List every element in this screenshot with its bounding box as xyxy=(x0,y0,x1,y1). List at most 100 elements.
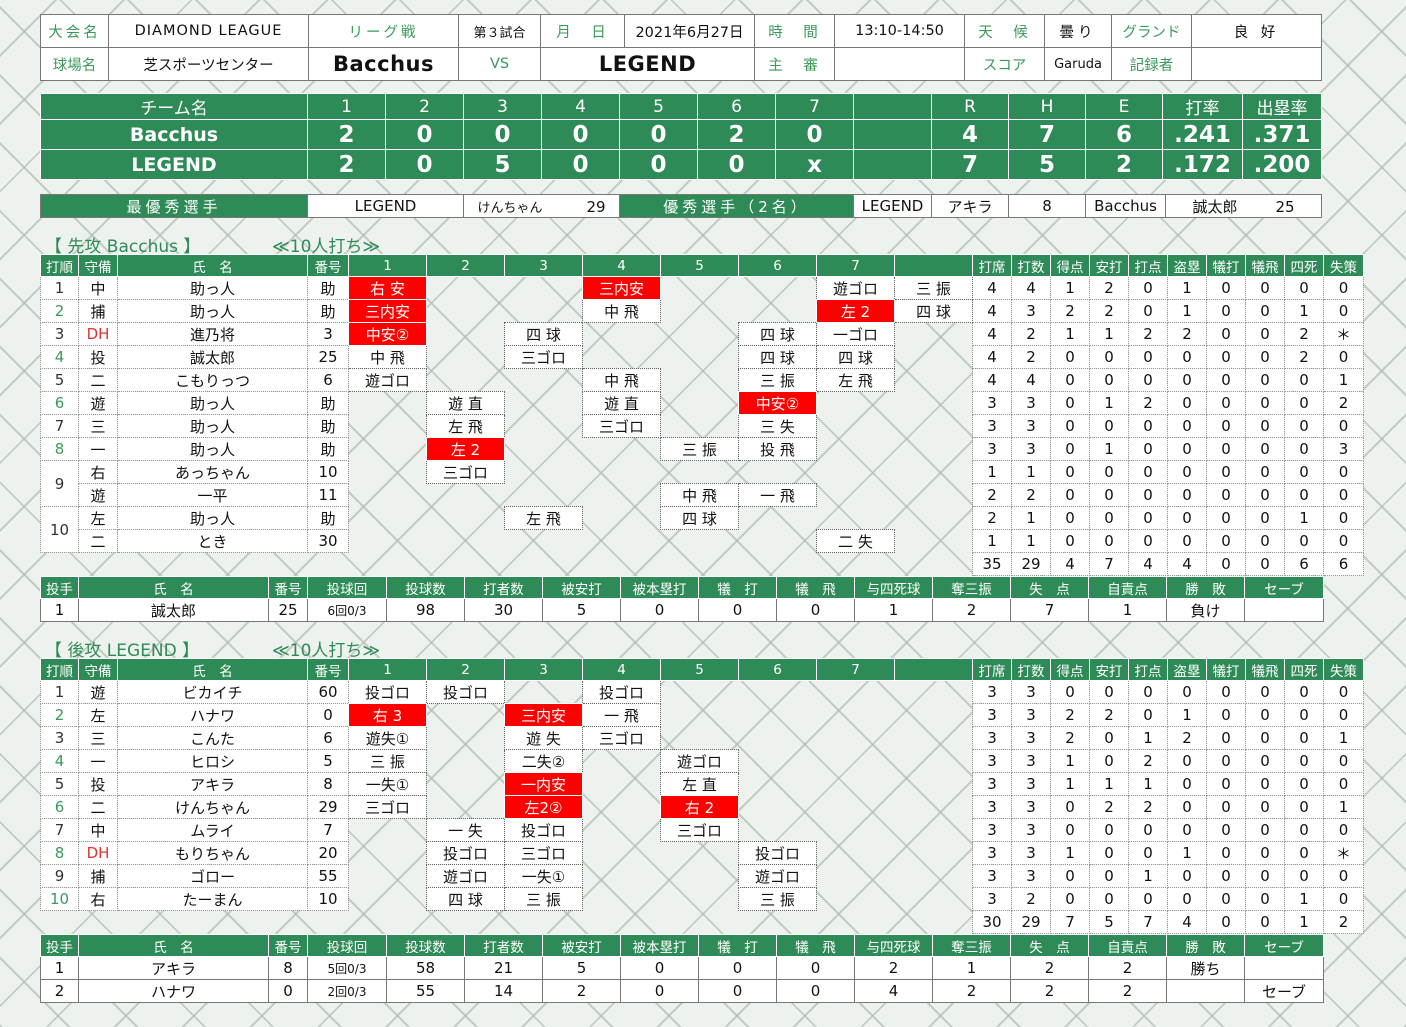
batting-header: 番号 xyxy=(307,254,349,277)
pitching-stat: 0 xyxy=(698,979,777,1003)
excellent2-name: 誠太郎 xyxy=(1192,197,1238,216)
batting-stat: 0 xyxy=(1323,345,1364,369)
at-bat-result xyxy=(895,865,973,888)
at-bat-result: 三ゴロ xyxy=(348,795,427,819)
at-bat-result xyxy=(739,461,817,484)
at-bat-result: 四 球 xyxy=(738,322,817,346)
inning-score: 0 xyxy=(385,149,464,180)
pitching-header: 与四死球 xyxy=(854,934,933,957)
batting-stat: 0 xyxy=(1089,460,1129,484)
batting-stat: 0 xyxy=(1206,299,1246,323)
totals-row: 30 29 7 5 7 4 0 0 1 2 xyxy=(41,910,1364,934)
at-bat-result xyxy=(895,681,973,704)
batting-stat: 0 xyxy=(1284,841,1324,865)
batting-stat: 1 xyxy=(1167,276,1207,300)
empty-cell xyxy=(505,553,583,576)
pitching-stat: 誠太郎 xyxy=(78,598,269,622)
at-bat-result xyxy=(427,773,505,796)
at-bat-result xyxy=(895,530,973,553)
batting-stat: 0 xyxy=(1089,726,1129,750)
at-bat-result: 一 失 xyxy=(426,818,505,842)
batting-stat: 0 xyxy=(1128,276,1168,300)
batting-order: 7 xyxy=(40,414,79,438)
batting-stat: 3 xyxy=(1011,795,1051,819)
batting-stat: 3 xyxy=(1011,818,1051,842)
player-number: 10 xyxy=(307,887,349,911)
stat-obp: .200 xyxy=(1242,149,1322,180)
at-bat-result xyxy=(817,392,895,415)
player-name: こんた xyxy=(117,726,308,750)
at-bat-result xyxy=(817,704,895,727)
at-bat-result: 遊失① xyxy=(348,726,427,750)
batting-stat: 1 xyxy=(972,460,1012,484)
at-bat-result: 投ゴロ xyxy=(426,841,505,865)
batting-stat: 0 xyxy=(1128,437,1168,461)
total-stat: 4 xyxy=(1128,552,1168,576)
batter-row: 1 遊ビカイチ 60 投ゴロ 投ゴロ 投ゴロ 3 3 0 0 0 0 0 0 0 0 xyxy=(40,680,1364,704)
at-bat-result xyxy=(505,415,583,438)
batting-stat: 0 xyxy=(1050,887,1090,911)
batting-stat: 3 xyxy=(1011,391,1051,415)
batting-stat: 2 xyxy=(1128,391,1168,415)
at-bat-result xyxy=(661,865,739,888)
batting-stat: 0 xyxy=(1323,772,1364,796)
pitching-header: 打者数 xyxy=(464,934,543,957)
linescore-table: チーム名 1 2 3 4 5 6 7 R H E 打率 出塁率 Bacchus 2 0 0 0 0 2 0 4 7 6.24… xyxy=(40,93,1322,180)
umpire-label: 主 審 xyxy=(754,47,835,81)
at-bat-result xyxy=(505,392,583,415)
team-name: Bacchus xyxy=(40,119,308,150)
player-number: 25 xyxy=(307,345,349,369)
batting-header: 犠飛 xyxy=(1245,254,1285,277)
tourney-label: 大会名 xyxy=(40,14,109,48)
batter-row: 9 右あっちゃん 10 三ゴロ 1 1 0 0 0 0 0 0 0 0 xyxy=(40,460,1364,507)
batting-stat: 2 xyxy=(1128,795,1168,819)
at-bat-result: 左 2 xyxy=(816,299,895,323)
batting-stat: 0 xyxy=(1245,795,1285,819)
batting-stat: 2 xyxy=(1089,299,1129,323)
batting-stat: 1 xyxy=(1323,368,1364,392)
pitching-header: 失 点 xyxy=(1010,934,1089,957)
batting-stat: 2 xyxy=(1011,483,1051,507)
pitching-header: 犠 飛 xyxy=(776,576,855,599)
batter-row: 8 DH もりちゃん 20 投ゴロ 三ゴロ 投ゴロ 3 3 1 0 0 1 0 0 0 ＊ xyxy=(40,841,1364,865)
batting-stat: 1 xyxy=(1011,460,1051,484)
batting-order: 3 xyxy=(40,726,79,750)
at-bat-result: 三内安 xyxy=(504,703,583,727)
stat-obp: .371 xyxy=(1242,119,1322,150)
batting-stat: 0 xyxy=(1167,483,1207,507)
batting-stat: 0 xyxy=(1245,703,1285,727)
position: DH xyxy=(78,322,118,346)
empty-cell xyxy=(79,911,118,934)
batting-stat: 4 xyxy=(1011,276,1051,300)
batting-stat: 0 xyxy=(1245,345,1285,369)
at-bat-result: 遊ゴロ xyxy=(816,276,895,300)
empty-cell xyxy=(349,553,427,576)
batting-stat: 0 xyxy=(1284,772,1324,796)
player-number: 助 xyxy=(307,391,349,415)
batting-stat: 0 xyxy=(1128,703,1168,727)
batting-header: 氏 名 xyxy=(117,658,308,681)
batting-stat: 3 xyxy=(1011,680,1051,704)
at-bat-result xyxy=(817,415,895,438)
at-bat-result xyxy=(427,727,505,750)
pitching-stat: 1 xyxy=(1088,598,1167,622)
batting-stat: 0 xyxy=(1206,795,1246,819)
inning-score xyxy=(853,149,932,180)
batting-stat: 4 xyxy=(972,276,1012,300)
batting-stat: 0 xyxy=(1167,749,1207,773)
bottom-batting-table: 打順 守備氏 名番号 1 2 3 4 5 6 7 打席 打数 得点 安打 打点 盗塁 犠打 犠飛 四死 失策 1 遊ビカ… xyxy=(40,658,1364,934)
pitching-stat xyxy=(1244,598,1324,622)
batting-stat: 3 xyxy=(972,414,1012,438)
batting-stat: 2 xyxy=(1011,345,1051,369)
batting-stat: 0 xyxy=(1206,726,1246,750)
at-bat-result xyxy=(505,300,583,323)
pitching-stat: 5回0/3 xyxy=(307,956,387,980)
at-bat-result xyxy=(583,461,661,484)
batting-order: 5 xyxy=(40,772,79,796)
pitching-stat: 4 xyxy=(854,979,933,1003)
batting-header: 守備 xyxy=(78,658,118,681)
pitching-stat: 1 xyxy=(40,956,79,980)
pitching-header: 打者数 xyxy=(464,576,543,599)
pitching-stat: 2 xyxy=(1010,956,1089,980)
linescore-header: 出塁率 xyxy=(1242,93,1322,120)
